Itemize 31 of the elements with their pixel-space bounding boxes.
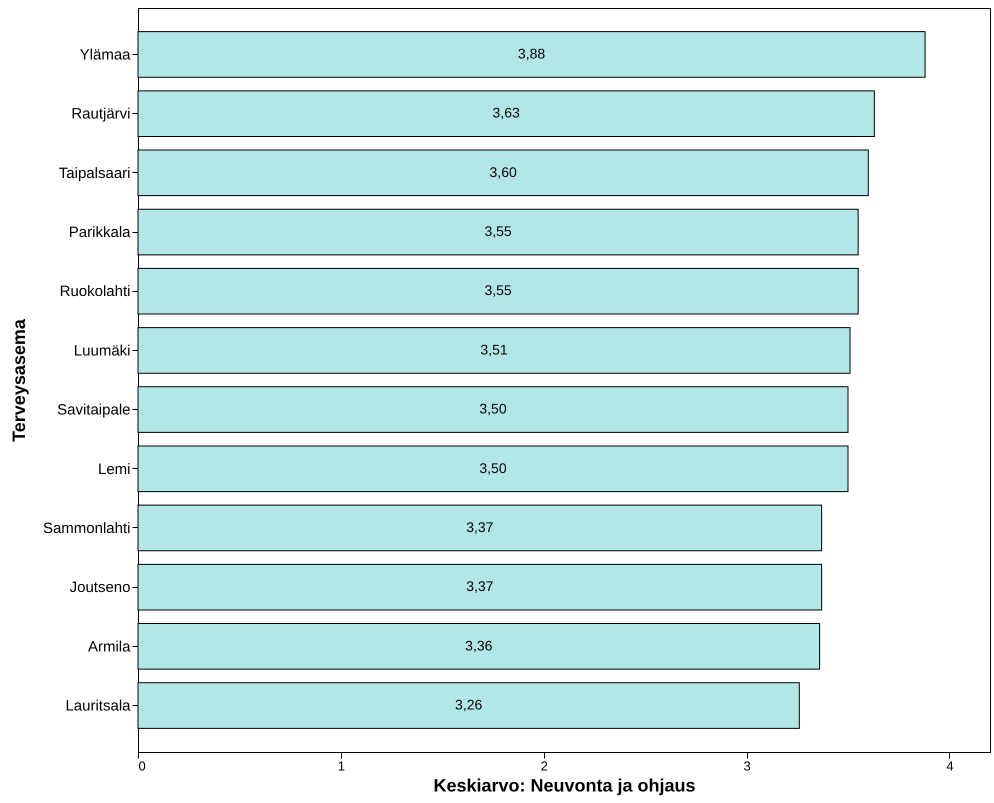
y-tick-label: Savitaipale: [57, 402, 130, 419]
y-tick-label: Ylämaa: [80, 46, 132, 64]
x-axis-title: Keskiarvo: Neuvonta ja ohjaus: [433, 776, 696, 796]
y-tick-label: Joutseno: [70, 579, 130, 596]
x-tick-label: 1: [338, 758, 345, 774]
data-label: 3,60: [490, 164, 517, 180]
data-label: 3,37: [466, 578, 494, 594]
y-tick-label: Luumäki: [74, 342, 130, 360]
data-label: 3,26: [455, 696, 482, 713]
data-label: 3,36: [465, 637, 493, 654]
y-tick-label: Sammonlahti: [42, 520, 130, 537]
data-label: 3,88: [518, 45, 546, 62]
y-tick-label: Ruokolahti: [60, 283, 130, 300]
y-tick-label: Lauritsala: [65, 698, 132, 715]
y-axis-title: Terveysasema: [8, 318, 29, 442]
data-label: 3,51: [480, 341, 508, 358]
y-tick-label: Parikkala: [68, 224, 132, 242]
data-label: 3,63: [492, 104, 520, 121]
y-tick-label: Taipalsaari: [58, 164, 130, 182]
y-tick-label: Armila: [88, 638, 132, 656]
data-label: 3,55: [484, 282, 512, 298]
x-tick-label: 2: [540, 758, 548, 774]
y-tick-label: Lemi: [98, 460, 130, 478]
data-label: 3,37: [466, 518, 494, 535]
data-label: 3,50: [479, 460, 507, 476]
y-tick-label: Rautjärvi: [71, 106, 130, 123]
data-label: 3,55: [484, 223, 512, 240]
x-tick-label: 0: [138, 758, 146, 774]
data-label: 3,50: [479, 400, 507, 417]
x-tick-label: 4: [946, 758, 954, 774]
x-tick-label: 3: [743, 758, 751, 774]
